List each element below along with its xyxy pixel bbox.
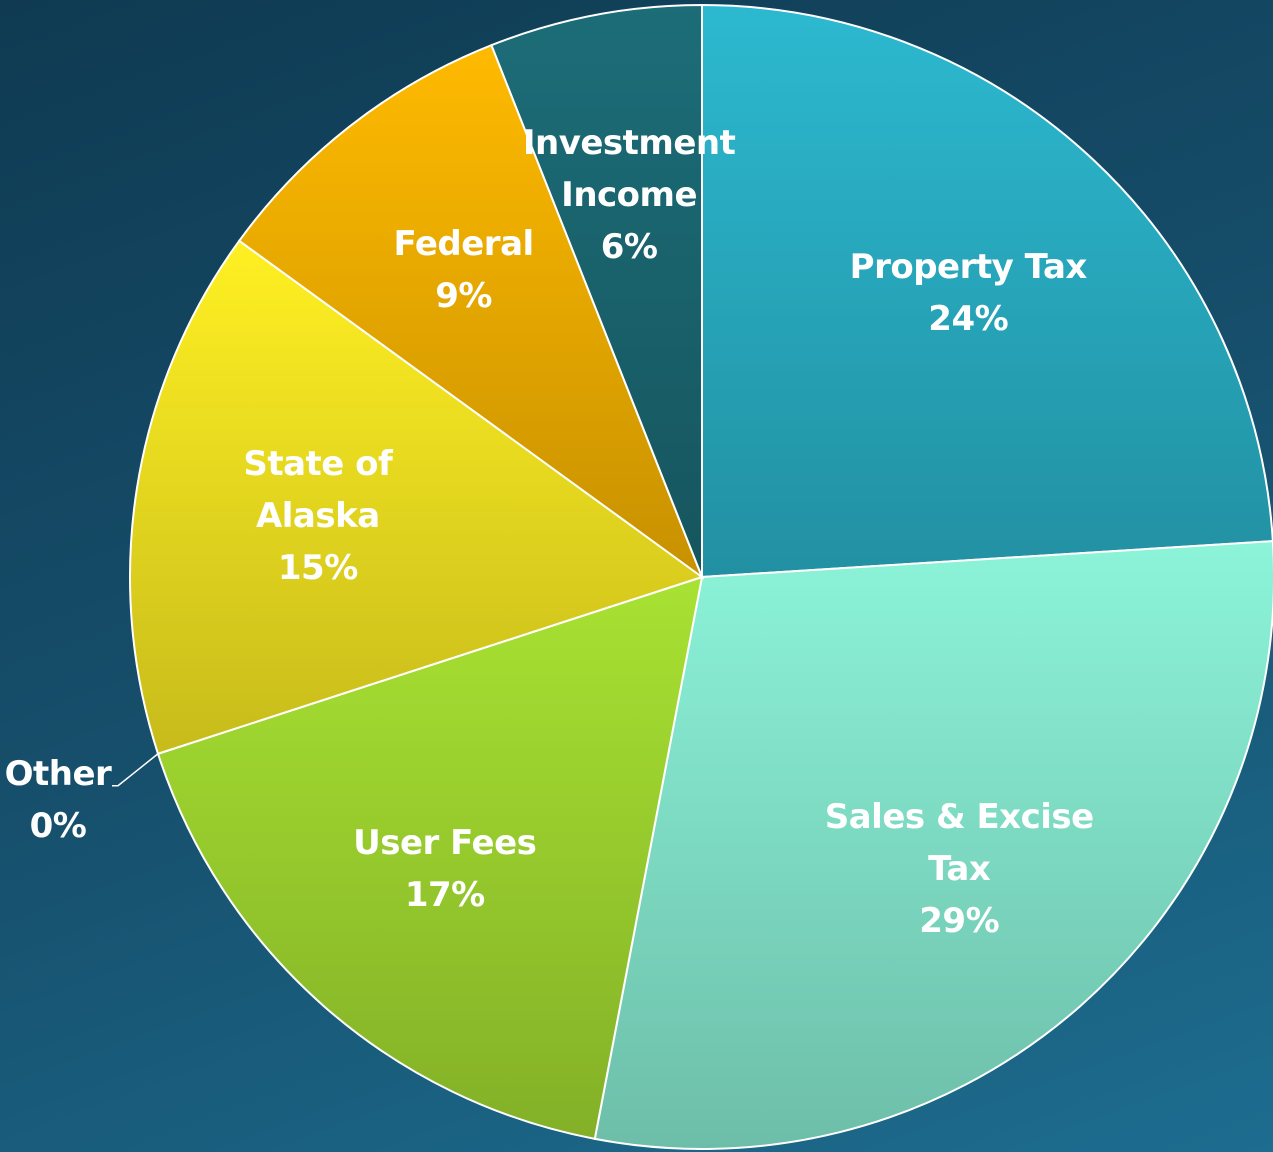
pie-slice: [593, 540, 1273, 1150]
slice-label: Investment Income 6%: [489, 117, 769, 273]
slice-value: 0%: [29, 805, 87, 846]
slice-name: Federal: [393, 223, 535, 264]
slice-value: 15%: [277, 548, 358, 589]
slice-name: Other: [4, 753, 112, 794]
slice-label: Sales & Excise Tax 29%: [824, 791, 1094, 947]
slice-value: 9%: [435, 275, 492, 316]
slice-name: Investment Income: [522, 122, 736, 215]
pie-slice: [156, 575, 704, 1141]
slice-name: State of Alaska: [243, 444, 393, 537]
slice-label: State of Alaska 15%: [178, 438, 458, 594]
slice-label: User Fees 17%: [305, 817, 585, 921]
slice-name: Sales & Excise Tax: [824, 796, 1094, 889]
pie-slice: [129, 239, 705, 756]
leader-line: [111, 753, 159, 787]
slice-value: 17%: [404, 874, 485, 915]
slice-label: Other 0%: [0, 748, 128, 852]
slice-label: Property Tax 24%: [828, 241, 1108, 345]
slice-value: 6%: [600, 226, 658, 267]
slice-name: Property Tax: [849, 247, 1088, 288]
pie-slice: [237, 43, 705, 580]
slice-label: Federal 9%: [324, 218, 604, 322]
slice-name: User Fees: [353, 822, 537, 863]
pie-slice: [701, 3, 1273, 579]
slice-value: 24%: [928, 299, 1009, 340]
pie-slice: [490, 3, 703, 578]
slice-value: 29%: [919, 900, 1000, 941]
